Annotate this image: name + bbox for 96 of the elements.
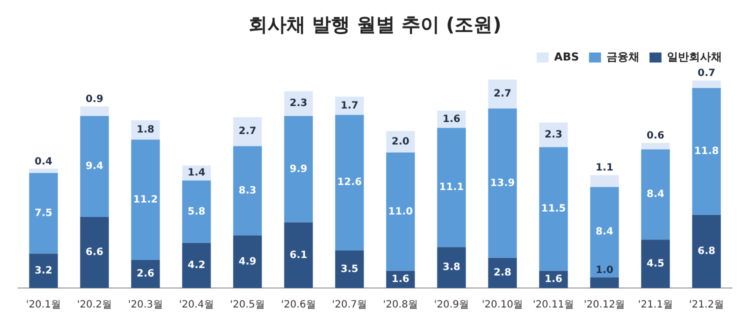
x-tick-label: '20.4월	[178, 300, 214, 311]
x-tick-label: '20.8월	[382, 300, 418, 311]
data-label: 2.6	[136, 268, 154, 280]
x-tick-label: '20.10월	[482, 300, 524, 311]
data-label: 11.0	[388, 206, 413, 218]
data-label: 1.6	[544, 274, 562, 285]
bar	[488, 79, 517, 108]
data-label: 1.0	[596, 264, 614, 276]
bar	[335, 96, 364, 115]
bar	[590, 277, 619, 288]
bar	[29, 168, 58, 173]
bar	[692, 88, 721, 215]
bar	[284, 91, 313, 116]
data-label: 11.5	[541, 204, 566, 215]
data-label: 6.1	[290, 250, 308, 261]
data-label: 3.2	[34, 265, 52, 276]
data-label: 9.4	[86, 161, 104, 172]
bar	[641, 149, 670, 240]
bar	[182, 180, 211, 243]
bar	[131, 260, 160, 288]
bar	[539, 122, 568, 148]
data-label: 8.4	[596, 226, 614, 238]
legend-label: 금융채	[606, 50, 640, 64]
x-tick-label: '20.11월	[532, 300, 574, 311]
data-label: 2.0	[392, 136, 410, 148]
data-label: 2.7	[238, 126, 256, 138]
data-label: 6.8	[698, 246, 716, 258]
bar	[233, 117, 262, 146]
bar	[437, 128, 466, 248]
bar	[590, 186, 619, 278]
data-label: 11.1	[439, 182, 464, 194]
data-label: 0.7	[698, 68, 716, 80]
legend-label: ABS	[554, 50, 580, 64]
data-label: 1.8	[136, 124, 154, 136]
bar	[590, 175, 619, 187]
data-label: 1.6	[442, 114, 460, 125]
bar	[233, 146, 262, 236]
data-label: 3.5	[340, 264, 358, 275]
bar	[131, 140, 160, 260]
data-label: 9.9	[290, 164, 308, 175]
bar	[29, 172, 58, 254]
data-label: 2.7	[494, 88, 512, 100]
data-label: 11.2	[133, 194, 158, 206]
x-tick-label: '20.6월	[280, 300, 316, 311]
data-label: 13.9	[490, 178, 515, 189]
x-tick-label: '20.3월	[128, 300, 164, 311]
data-label: 2.3	[290, 98, 308, 110]
x-tick-label: '20.12월	[584, 300, 626, 311]
data-label: 4.5	[646, 258, 664, 270]
data-label: 1.7	[340, 100, 358, 112]
x-tick-label: '20.9월	[434, 300, 470, 311]
x-tick-label: '20.7월	[332, 300, 368, 311]
x-tick-label: '21.2월	[688, 300, 724, 311]
x-tick-label: '21.1월	[638, 300, 674, 311]
bar	[80, 217, 109, 288]
bar	[233, 235, 262, 288]
data-label: 8.3	[238, 185, 256, 196]
data-label: 1.1	[596, 162, 614, 174]
data-label: 1.6	[392, 274, 410, 285]
chart-title: 회사채 발행 월별 추이 (조원)	[248, 13, 502, 38]
bar	[437, 247, 466, 288]
data-label: 6.6	[86, 247, 104, 258]
data-label: 0.6	[646, 130, 664, 142]
bar	[335, 250, 364, 288]
bar	[80, 116, 109, 218]
bar	[641, 240, 670, 288]
bar	[488, 108, 517, 258]
data-label: 7.5	[34, 208, 52, 219]
bar	[335, 114, 364, 250]
bar	[284, 222, 313, 288]
bar	[488, 258, 517, 288]
bar	[539, 147, 568, 271]
data-label: 2.8	[494, 268, 512, 279]
data-label: 0.4	[34, 156, 52, 168]
bar	[692, 80, 721, 88]
data-label: 5.8	[188, 206, 206, 218]
bar	[80, 106, 109, 116]
bar	[284, 116, 313, 222]
bar	[692, 214, 721, 288]
legend-label: 일반회사채	[667, 50, 722, 64]
data-label: 3.8	[442, 262, 460, 274]
bar	[29, 254, 58, 288]
data-label: 2.3	[544, 129, 562, 140]
data-label: 12.6	[337, 177, 362, 188]
data-label: 4.9	[238, 256, 256, 268]
bar	[386, 152, 415, 271]
bar	[182, 242, 211, 288]
x-tick-label: '20.2월	[76, 300, 112, 311]
data-label: 4.2	[188, 260, 206, 272]
data-label: 8.4	[646, 189, 664, 200]
x-tick-label: '20.1월	[26, 300, 62, 311]
data-label: 0.9	[86, 94, 104, 105]
data-label: 1.4	[188, 168, 206, 179]
bar	[641, 142, 670, 150]
data-label: 11.8	[694, 146, 719, 158]
x-tick-label: '20.5월	[230, 300, 266, 311]
